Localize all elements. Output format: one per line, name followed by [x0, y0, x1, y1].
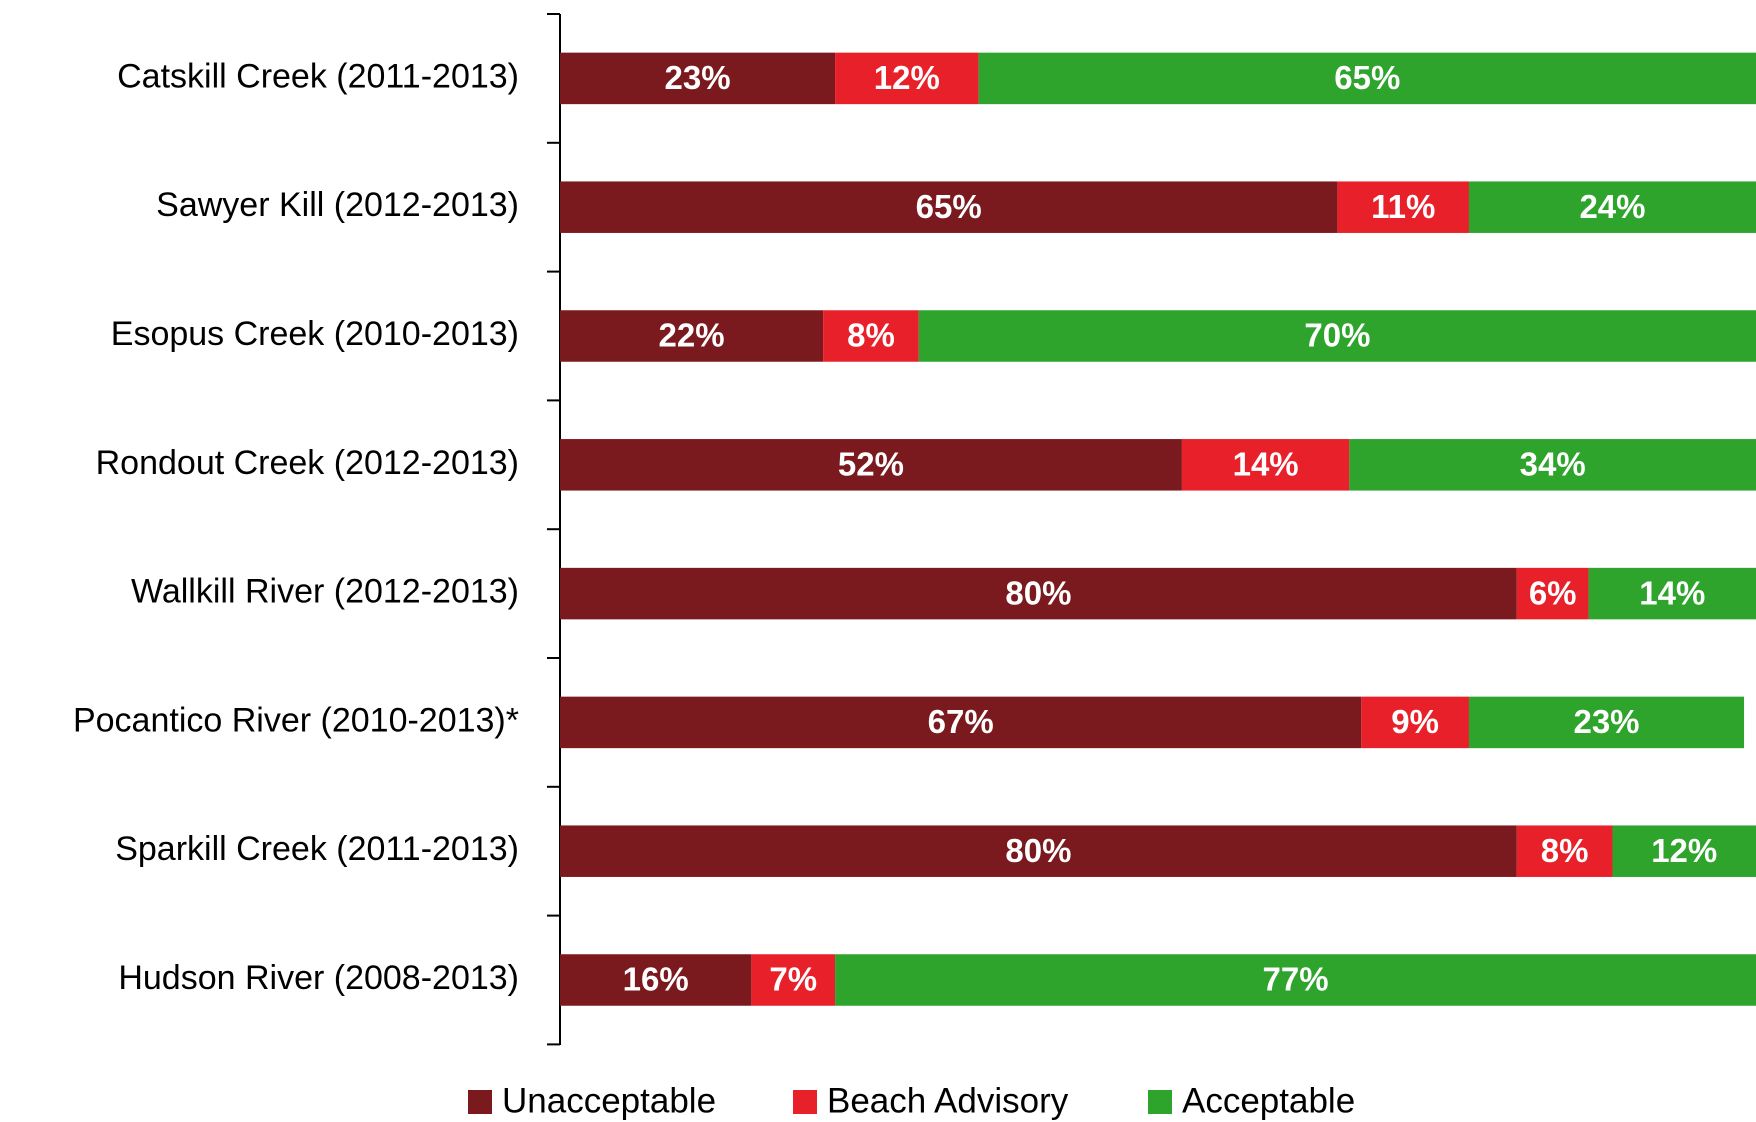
bar-segment	[560, 310, 824, 362]
bar-segment	[1337, 181, 1469, 233]
data-label: 14%	[1233, 446, 1299, 483]
bar-segment	[560, 954, 752, 1006]
data-label: 12%	[874, 59, 940, 96]
category-label: Hudson River (2008-2013)	[118, 959, 519, 997]
data-label: 11%	[1371, 188, 1435, 225]
data-label: 22%	[659, 317, 725, 354]
data-label: 9%	[1391, 703, 1439, 740]
legend-label: Beach Advisory	[827, 1081, 1069, 1120]
data-label: 7%	[769, 961, 817, 998]
bar-segment	[1588, 567, 1756, 620]
category-label: Rondout Creek (2012-2013)	[96, 444, 519, 482]
data-label: 12%	[1651, 832, 1717, 869]
data-label: 16%	[623, 961, 689, 998]
bar-segment	[835, 52, 979, 105]
bar-segment	[823, 310, 919, 362]
data-label: 65%	[1334, 59, 1400, 96]
bar-segment	[1181, 439, 1350, 491]
bar-segment	[560, 696, 1362, 749]
bar-segment	[1612, 825, 1756, 877]
data-label: 65%	[916, 188, 982, 225]
data-label: 34%	[1520, 446, 1586, 483]
bar-segment	[1349, 439, 1756, 491]
bar-segment	[978, 52, 1756, 105]
category-label: Esopus Creek (2010-2013)	[111, 315, 519, 353]
category-label: Pocantico River (2010-2013)*	[73, 701, 519, 739]
data-label: 14%	[1639, 574, 1705, 611]
data-label: 80%	[1005, 574, 1071, 611]
bar-segment	[835, 954, 1756, 1006]
bar-segment	[560, 439, 1182, 491]
bar-segment	[1468, 181, 1756, 233]
category-label: Wallkill River (2012-2013)	[131, 573, 519, 611]
data-label: 8%	[847, 317, 895, 354]
bar-segment	[1516, 567, 1589, 620]
bar-segment	[1361, 696, 1469, 749]
data-label: 23%	[1573, 703, 1639, 740]
data-label: 24%	[1579, 188, 1645, 225]
legend-swatch	[1148, 1090, 1172, 1114]
category-label: Sawyer Kill (2012-2013)	[156, 186, 519, 224]
bar-segment	[751, 954, 836, 1006]
legend-swatch	[793, 1090, 817, 1114]
data-label: 70%	[1304, 317, 1370, 354]
data-label: 77%	[1263, 961, 1329, 998]
data-label: 52%	[838, 446, 904, 483]
legend-swatch	[468, 1090, 492, 1114]
data-label: 23%	[665, 59, 731, 96]
bar-segment	[560, 825, 1517, 877]
bar-segment	[918, 310, 1756, 362]
legend-label: Acceptable	[1182, 1081, 1355, 1120]
data-label: 8%	[1541, 832, 1589, 869]
bar-segment	[560, 181, 1338, 233]
data-label: 6%	[1529, 574, 1577, 611]
legend-label: Unacceptable	[502, 1081, 716, 1120]
data-label: 67%	[928, 703, 994, 740]
data-label: 80%	[1005, 832, 1071, 869]
bar-segment	[560, 567, 1517, 620]
category-label: Catskill Creek (2011-2013)	[117, 57, 519, 95]
bar-segment	[560, 52, 836, 105]
bar-segment	[1468, 696, 1745, 749]
bar-segment	[1516, 825, 1613, 877]
category-label: Sparkill Creek (2011-2013)	[115, 830, 519, 868]
